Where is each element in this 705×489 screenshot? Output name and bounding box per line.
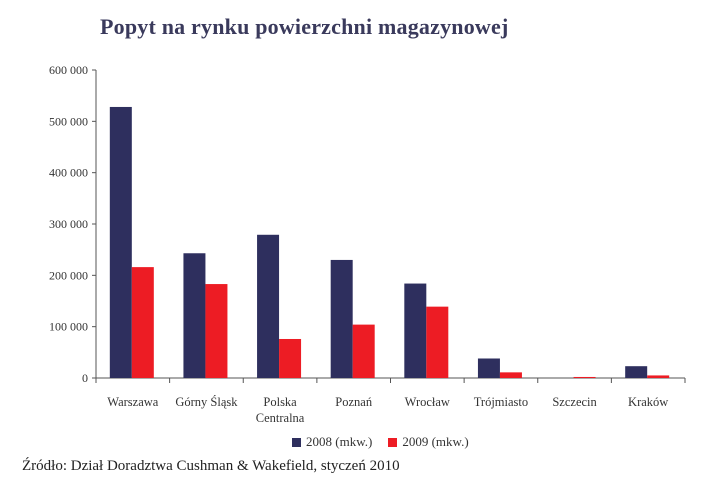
x-category-label: Poznań	[335, 395, 373, 409]
bar-2009	[426, 306, 449, 378]
y-tick-label: 400 000	[49, 166, 88, 180]
bar-2008	[404, 283, 427, 378]
legend: 2008 (mkw.) 2009 (mkw.)	[292, 434, 485, 450]
y-tick-label: 500 000	[49, 114, 88, 128]
legend-label-2009: 2009 (mkw.)	[402, 434, 469, 449]
y-tick-label: 300 000	[49, 217, 88, 231]
legend-item-2009: 2009 (mkw.)	[388, 434, 469, 450]
y-tick-label: 600 000	[49, 63, 88, 77]
y-tick-label: 100 000	[49, 320, 88, 334]
legend-item-2008: 2008 (mkw.)	[292, 434, 372, 450]
x-category-label: Kraków	[628, 395, 668, 409]
x-category-label: Górny Śląsk	[175, 395, 238, 409]
x-category-label: Wrocław	[405, 395, 450, 409]
x-category-label: Szczecin	[552, 395, 597, 409]
chart-title: Popyt na rynku powierzchni magazynowej	[100, 14, 509, 39]
bar-2008	[183, 253, 206, 378]
legend-swatch-2008	[292, 437, 301, 447]
bar-2008	[330, 259, 353, 378]
bar-2009	[352, 324, 375, 378]
bar-2008	[625, 366, 648, 378]
x-category-label: Warszawa	[107, 395, 158, 409]
bar-2009	[131, 267, 154, 378]
bar-2009	[647, 375, 670, 378]
legend-swatch-2009	[388, 437, 398, 447]
x-category-label: Trójmiasto	[474, 395, 528, 409]
source-note: Źródło: Dział Doradztwa Cushman & Wakefi…	[22, 458, 400, 474]
legend-label-2008: 2008 (mkw.)	[306, 434, 373, 449]
y-tick-label: 0	[82, 371, 88, 385]
bar-2008	[477, 358, 500, 378]
bar-2009	[205, 284, 228, 378]
x-category-label: Polska	[263, 395, 297, 409]
y-tick-label: 200 000	[49, 268, 88, 282]
bar-2008	[257, 234, 280, 378]
bar-2009	[573, 376, 596, 378]
bar-2008	[109, 106, 132, 379]
bar-2009	[279, 338, 302, 378]
bar-2009	[499, 372, 522, 378]
x-category-label: Centralna	[256, 411, 305, 425]
